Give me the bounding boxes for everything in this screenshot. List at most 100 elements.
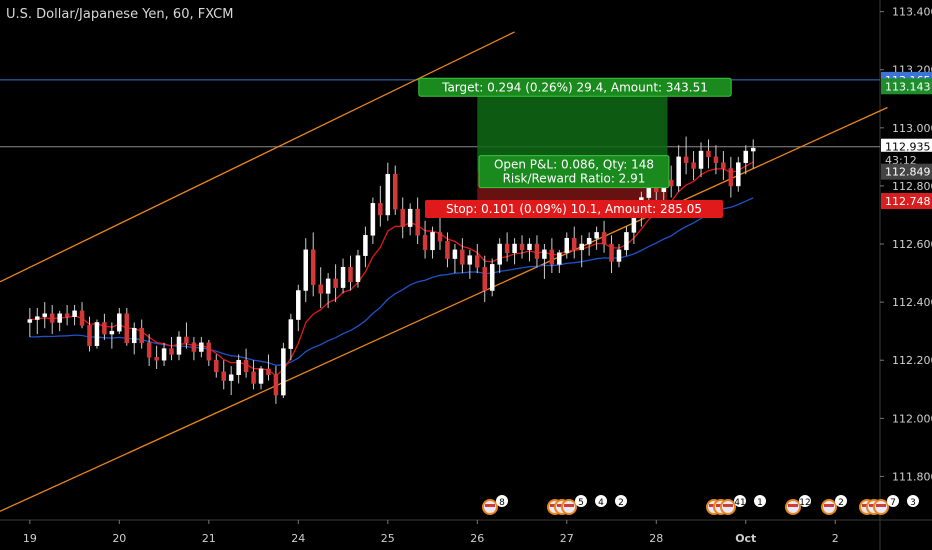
target-label-text: Target: 0.294 (0.26%) 29.4, Amount: 343.…: [441, 80, 708, 94]
event-count-badge: [734, 495, 746, 507]
event-count-label: 1: [757, 498, 763, 508]
candle-body: [333, 278, 338, 288]
candle-body: [363, 235, 368, 256]
candle-body: [296, 290, 301, 320]
candle-body: [109, 330, 115, 335]
candle-body: [668, 179, 674, 187]
candle-body: [542, 249, 547, 259]
candle-body: [519, 243, 525, 251]
candle-body: [713, 156, 719, 163]
candle-body: [452, 249, 458, 259]
candle-body: [601, 232, 607, 245]
event-flag-stripe: [824, 504, 834, 507]
candle-body: [176, 336, 182, 355]
event-count-label: 2: [838, 498, 844, 508]
price-tag: [881, 78, 932, 95]
candle-body: [318, 284, 323, 294]
x-tick-label: 28: [649, 532, 663, 545]
candle-body: [557, 252, 562, 265]
candle-body: [87, 325, 92, 346]
y-tick-label: 112.000: [892, 412, 932, 425]
candle-body: [571, 237, 577, 251]
event-count-badge: [575, 495, 587, 507]
candle-body: [131, 328, 137, 344]
ma-slow-line: [29, 197, 754, 366]
candle-body: [437, 232, 443, 242]
candle-body: [57, 313, 62, 323]
candle-body: [497, 243, 502, 265]
channel-lower-line: [0, 106, 888, 512]
x-tick-label: 19: [23, 532, 37, 545]
event-flag-stripe: [788, 504, 798, 507]
candle-body: [161, 348, 167, 361]
event-flag-stripe: [485, 504, 495, 507]
event-count-label: 12: [799, 498, 810, 508]
price-tag-label: 112.849: [885, 166, 931, 179]
candle-body: [325, 278, 331, 294]
candle-body: [400, 208, 405, 227]
pnl-label-box: [478, 155, 670, 189]
x-tick-label: 27: [560, 532, 574, 545]
candle-body: [691, 162, 696, 169]
price-tag-label: 43:12: [885, 154, 917, 167]
candle-body: [728, 168, 734, 187]
event-count-label: 3: [910, 498, 916, 508]
target-label-box: [418, 77, 732, 97]
candle-body: [355, 255, 361, 283]
candle-body: [594, 232, 599, 239]
y-tick-label: 112.600: [892, 238, 932, 251]
candle-body: [154, 357, 159, 361]
candle-body: [624, 232, 629, 251]
candle-body: [683, 156, 689, 163]
candle-body: [221, 371, 226, 381]
event-count-badge: [595, 495, 607, 507]
event-count-badge: [496, 495, 508, 507]
candle-body: [206, 342, 212, 361]
event-count-badge: [754, 495, 766, 507]
candle-body: [139, 328, 144, 344]
event-flag-stripe: [876, 504, 886, 507]
candle-body: [184, 336, 189, 344]
event-count-badge: [799, 495, 811, 507]
event-flag-stripe: [564, 504, 574, 507]
candle-body: [527, 243, 532, 251]
x-tick-label: 26: [470, 532, 484, 545]
x-tick-label: 25: [381, 532, 395, 545]
candle-body: [378, 203, 383, 216]
candle-body: [27, 319, 33, 323]
candle-body: [146, 342, 152, 358]
y-tick-label: 112.400: [892, 296, 932, 309]
event-count-label: 8: [499, 498, 505, 508]
y-tick-label: 112.200: [892, 354, 932, 367]
candle-body: [281, 348, 286, 396]
candle-body: [72, 310, 77, 317]
stop-label-text: Stop: 0.101 (0.09%) 10.1, Amount: 285.05: [446, 202, 702, 216]
candle-body: [393, 174, 398, 210]
candle-body: [482, 267, 487, 291]
candle-body: [191, 342, 197, 352]
candle-body: [534, 243, 540, 259]
candle-body: [228, 374, 234, 381]
candle-body: [273, 374, 279, 396]
candle-body: [243, 359, 249, 373]
candle-body: [117, 313, 122, 332]
candle-body: [310, 249, 316, 285]
candle-body: [94, 322, 100, 346]
y-tick-label: 113.000: [892, 122, 932, 135]
chart-title: U.S. Dollar/Japanese Yen, 60, FXCM: [6, 7, 234, 22]
pnl-label-text: Open P&L: 0.086, Qty: 148: [494, 158, 654, 172]
candle-body: [445, 240, 450, 259]
candle-body: [475, 255, 480, 268]
candle-body: [512, 243, 517, 253]
x-tick-label: 24: [291, 532, 305, 545]
event-count-badge: [615, 495, 627, 507]
candle-body: [42, 313, 47, 317]
candle-body: [549, 249, 555, 265]
candle-body: [35, 316, 40, 320]
candle-body: [579, 243, 584, 251]
price-tag-label: 112.748: [885, 195, 931, 208]
candle-body: [214, 359, 219, 373]
candle-body: [348, 267, 353, 283]
event-flag-stripe: [723, 504, 733, 507]
